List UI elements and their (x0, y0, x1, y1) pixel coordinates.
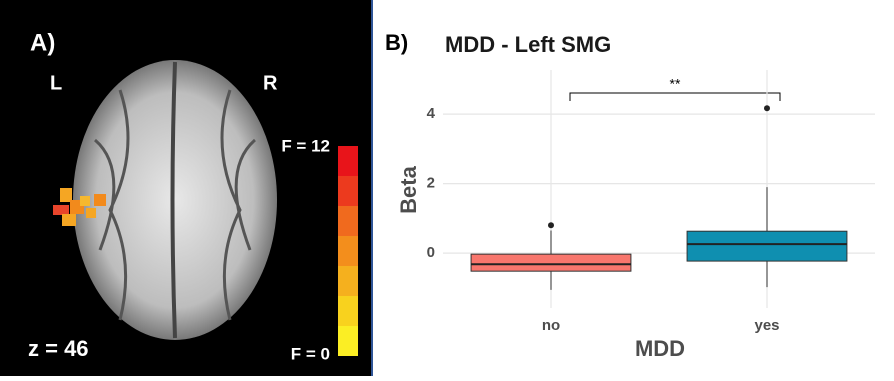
x-tick-label: yes (754, 317, 779, 334)
colorbar-label: F = 0 (291, 344, 330, 363)
box (687, 231, 847, 261)
panel-a: A) L R z = 46 F = 12 F = 0 (0, 0, 372, 376)
colorbar-label: F = 12 (281, 136, 330, 155)
y-tick-label: 0 (427, 244, 435, 261)
y-tick-label: 4 (427, 105, 436, 122)
panel-label: B) (385, 30, 408, 55)
side-label: R (263, 72, 278, 94)
significance-label: ** (670, 76, 681, 92)
side-label: L (50, 72, 62, 94)
x-axis-title: MDD (635, 336, 685, 361)
outlier (764, 105, 770, 111)
box (471, 254, 631, 271)
significance-bracket (570, 93, 780, 101)
outlier (548, 222, 554, 228)
panel-label: A) (30, 29, 55, 56)
chart-title: MDD - Left SMG (445, 32, 611, 57)
figure: A) L R z = 46 F = 12 F = 0 B) MDD - Left… (0, 0, 894, 376)
y-axis-title: Beta (396, 165, 421, 213)
x-tick-label: no (542, 317, 560, 334)
y-tick-label: 2 (427, 175, 435, 192)
colorbar (338, 146, 358, 356)
slice-label: z = 46 (28, 336, 89, 361)
